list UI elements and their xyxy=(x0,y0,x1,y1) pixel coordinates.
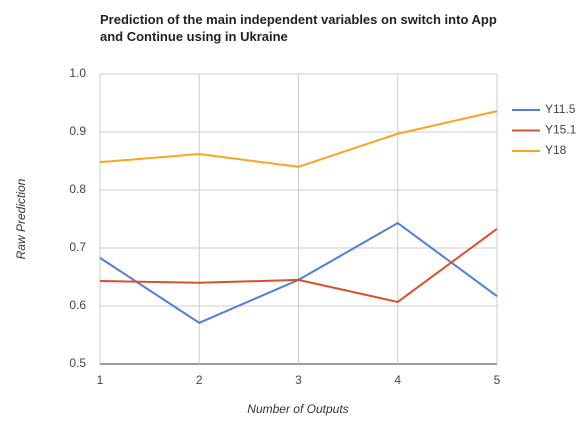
legend-label: Y11.5 xyxy=(545,102,576,116)
series-line xyxy=(99,110,498,168)
x-tick-label: 3 xyxy=(295,373,302,387)
y-tick-label: 0.5 xyxy=(69,356,86,370)
chart-title: Prediction of the main independent varia… xyxy=(100,12,497,44)
x-tick-label: 5 xyxy=(494,373,501,387)
legend-label: Y15.1 xyxy=(545,123,577,137)
series-line xyxy=(99,228,498,304)
x-tick-label: 2 xyxy=(196,373,203,387)
y-tick-label: 0.8 xyxy=(69,182,86,196)
y-tick-label: 0.6 xyxy=(69,298,86,312)
x-axis-label: Number of Outputs xyxy=(247,402,348,416)
y-tick-label: 0.7 xyxy=(69,240,86,254)
x-tick-label: 4 xyxy=(394,373,401,387)
y-axis-label: Raw Prediction xyxy=(14,178,28,259)
y-tick-label: 0.9 xyxy=(69,124,86,138)
x-tick-label: 1 xyxy=(97,373,104,387)
legend-label: Y18 xyxy=(545,143,567,157)
y-tick-label: 1.0 xyxy=(69,66,86,80)
